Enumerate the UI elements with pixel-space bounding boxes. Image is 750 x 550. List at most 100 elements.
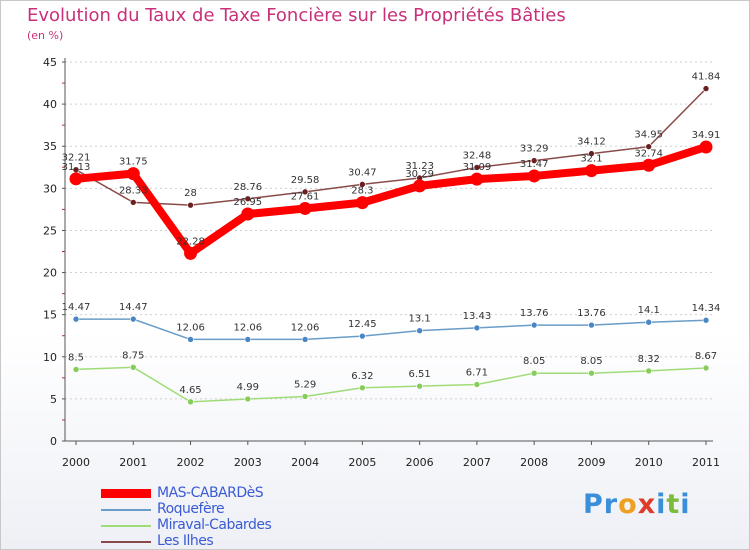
- data-label: 8.05: [523, 356, 545, 367]
- chart-title: Evolution du Taux de Taxe Foncière sur l…: [27, 5, 566, 26]
- data-label: 41.84: [692, 72, 721, 83]
- data-label: 14.47: [119, 302, 148, 313]
- data-label: 8.5: [68, 352, 84, 363]
- data-point: [702, 85, 710, 92]
- data-point: [416, 327, 423, 334]
- data-label: 34.95: [634, 130, 663, 141]
- data-point: [187, 336, 194, 343]
- legend-swatch: [101, 525, 151, 527]
- data-label: 28.33: [119, 185, 148, 196]
- legend-item: Roquefère: [101, 501, 361, 517]
- x-tick-label: 2003: [234, 456, 262, 469]
- x-tick-label: 2002: [177, 456, 205, 469]
- data-label: 8.32: [638, 354, 660, 365]
- data-point: [588, 150, 595, 157]
- x-tick-label: 2005: [348, 456, 376, 469]
- x-tick-label: 2000: [62, 456, 90, 469]
- y-tick-label: 30: [43, 182, 57, 195]
- chart-subtitle: (en %): [27, 29, 64, 42]
- data-label: 13.1: [409, 314, 431, 325]
- data-label: 32.74: [634, 148, 663, 159]
- series-line-Roquefère: [75, 318, 707, 341]
- legend-swatch: [101, 489, 151, 498]
- data-point: [645, 318, 653, 326]
- data-label: 34.12: [577, 137, 606, 148]
- series-line-Miraval-Cabardes: [75, 366, 707, 403]
- data-point: [530, 369, 538, 377]
- x-tick-label: 2010: [635, 456, 663, 469]
- x-tick-label: 2007: [463, 456, 491, 469]
- data-label: 28: [184, 188, 197, 199]
- y-tick-label: 15: [43, 309, 57, 322]
- data-label: 29.58: [291, 175, 320, 186]
- data-label: 31.09: [463, 162, 492, 173]
- legend-swatch: [101, 509, 151, 511]
- legend-label: Roquefère: [157, 501, 225, 517]
- data-point: [416, 382, 423, 390]
- legend-item: Miraval-Cabardes: [101, 517, 361, 533]
- data-label: 12.06: [291, 322, 320, 333]
- x-tick-label: 2001: [119, 456, 147, 469]
- data-point: [588, 369, 595, 377]
- data-point: [359, 384, 366, 392]
- proxiti-logo: Proxiti: [583, 489, 691, 520]
- data-point: [645, 367, 653, 375]
- data-point: [530, 321, 538, 329]
- data-point: [129, 199, 137, 206]
- data-point: [470, 172, 484, 186]
- data-point: [187, 398, 194, 406]
- data-label: 13.76: [577, 308, 606, 319]
- data-label: 8.75: [122, 350, 144, 361]
- y-tick-label: 45: [43, 56, 57, 69]
- x-tick-label: 2011: [692, 456, 720, 469]
- legend-item: Les Ilhes: [101, 533, 361, 549]
- data-label: 12.06: [176, 322, 205, 333]
- logo-letter: t: [666, 489, 681, 520]
- data-point: [301, 393, 309, 400]
- data-label: 32.1: [580, 154, 602, 165]
- data-label: 6.51: [409, 369, 431, 380]
- data-label: 14.47: [62, 302, 91, 313]
- data-label: 8.05: [580, 356, 602, 367]
- logo-letter: x: [637, 489, 657, 520]
- data-point: [244, 336, 252, 343]
- y-tick-label: 20: [43, 267, 57, 280]
- data-point: [298, 201, 312, 215]
- legend-label: Miraval-Cabardes: [157, 517, 272, 533]
- data-point: [359, 181, 366, 188]
- legend-item: MAS-CABARDèS: [101, 485, 361, 501]
- data-label: 32.48: [463, 150, 492, 161]
- data-point: [187, 201, 194, 209]
- x-tick-label: 2009: [577, 456, 605, 469]
- data-point: [72, 315, 80, 323]
- chart-legend: MAS-CABARDèS Roquefère Miraval-Cabardes Les…: [101, 485, 361, 549]
- legend-label: Les Ilhes: [157, 533, 214, 549]
- data-label: 13.76: [520, 308, 549, 319]
- x-tick-label: 2008: [520, 456, 548, 469]
- data-label: 30.29: [405, 169, 434, 180]
- series-line-MAS-CABARDèS: [72, 142, 710, 258]
- data-label: 5.29: [294, 379, 316, 390]
- logo-letter: o: [618, 489, 638, 520]
- legend-label: MAS-CABARDèS: [157, 485, 264, 501]
- data-label: 31.23: [405, 161, 434, 172]
- data-label: 13.43: [463, 311, 492, 322]
- data-label: 30.47: [348, 167, 377, 178]
- x-tick-label: 2006: [406, 456, 434, 469]
- data-point: [129, 315, 137, 323]
- y-tick-label: 10: [43, 351, 57, 364]
- data-label: 6.71: [466, 367, 488, 378]
- data-label: 6.32: [351, 371, 373, 382]
- data-point: [129, 364, 137, 371]
- legend-swatch: [101, 541, 151, 543]
- data-label: 4.65: [179, 385, 201, 396]
- data-point: [413, 179, 427, 193]
- data-label: 34.91: [692, 130, 721, 141]
- data-point: [530, 157, 538, 164]
- y-tick-label: 5: [50, 393, 57, 406]
- y-tick-label: 40: [43, 98, 57, 111]
- data-point: [473, 164, 481, 171]
- data-label: 33.29: [520, 144, 549, 155]
- logo-letter: i: [680, 489, 691, 520]
